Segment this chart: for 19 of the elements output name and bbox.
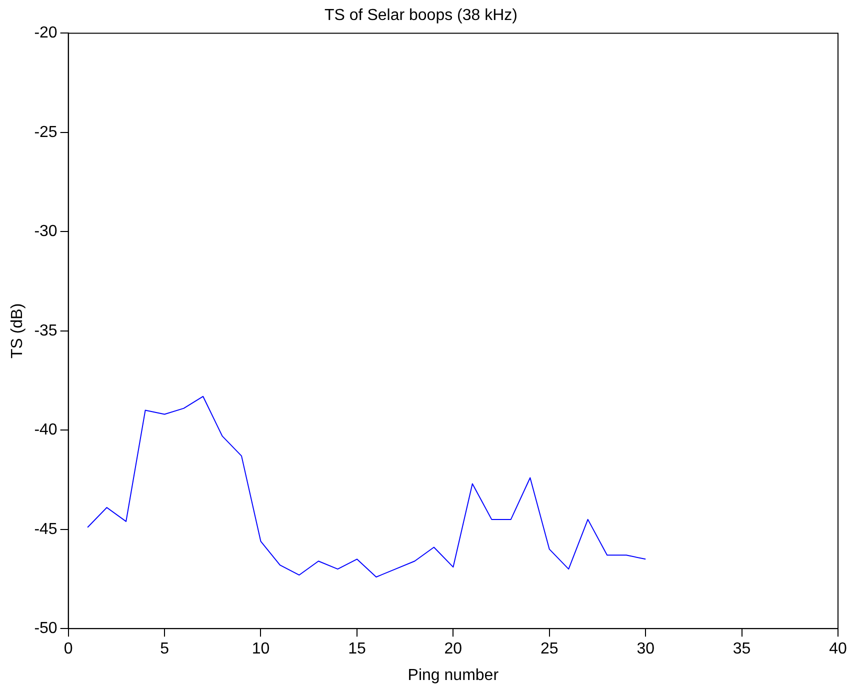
y-tick-label: -45 xyxy=(34,520,58,538)
y-tick-label: -30 xyxy=(34,223,58,240)
x-tick-label: 25 xyxy=(540,640,558,658)
x-tick-label: 15 xyxy=(348,640,366,658)
x-tick-label: 10 xyxy=(252,640,270,658)
x-tick-label: 35 xyxy=(732,640,751,658)
y-axis-title: TS (dB) xyxy=(9,303,26,358)
x-tick-label: 20 xyxy=(444,640,462,658)
x-tick-label: 30 xyxy=(636,640,655,658)
x-tick-label: 5 xyxy=(160,640,170,658)
y-tick-label: -50 xyxy=(34,620,58,638)
y-tick-label: -25 xyxy=(34,124,58,141)
x-axis-title: Ping number xyxy=(408,666,500,684)
y-tick-label: -20 xyxy=(34,24,58,42)
y-tick-label: -35 xyxy=(34,322,58,340)
y-tick-label: -40 xyxy=(34,422,58,439)
chart-title: TS of Selar boops (38 kHz) xyxy=(324,7,518,24)
x-tick-label: 0 xyxy=(64,640,73,658)
x-tick-label: 40 xyxy=(829,640,847,658)
